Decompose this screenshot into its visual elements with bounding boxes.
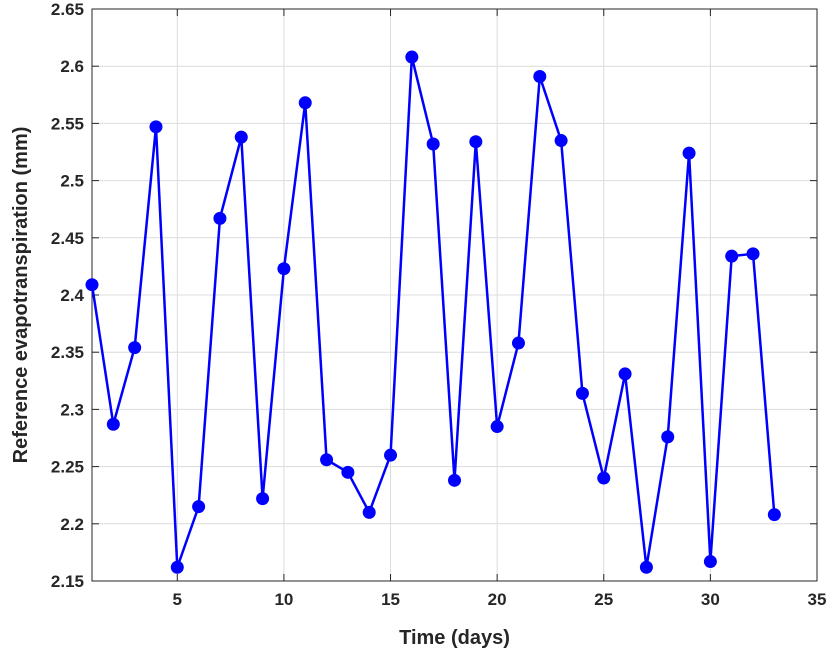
data-point (448, 473, 461, 487)
data-point (149, 120, 163, 134)
y-tick-label: 2.55 (51, 114, 84, 133)
data-point (213, 211, 227, 225)
data-point (384, 448, 398, 462)
data-point (256, 492, 270, 506)
x-tick-label: 35 (808, 590, 827, 609)
data-point (746, 247, 760, 261)
x-tick-label: 25 (594, 590, 613, 609)
y-tick-label: 2.5 (60, 172, 84, 191)
data-point (490, 420, 504, 434)
data-point (170, 560, 184, 574)
data-point (639, 560, 653, 574)
data-point (320, 453, 334, 467)
y-tick-label: 2.4 (60, 286, 84, 305)
y-tick-label: 2.6 (60, 57, 84, 76)
y-axis-ticks: 2.15 2.2 2.25 2.3 2.35 2.4 2.45 2.5 2.55 2.6 2.65 (51, 0, 817, 591)
y-tick-label: 2.65 (51, 0, 84, 19)
data-point (192, 500, 206, 514)
x-tick-label: 30 (701, 590, 720, 609)
data-point (661, 430, 675, 444)
data-point (106, 417, 120, 431)
y-tick-label: 2.45 (51, 229, 84, 248)
data-point (597, 471, 611, 485)
data-point (511, 336, 525, 350)
data-point (234, 130, 248, 144)
data-point (341, 465, 355, 479)
grid-lines (92, 9, 817, 581)
data-point (554, 134, 568, 148)
data-point (575, 386, 589, 400)
y-tick-label: 2.2 (60, 515, 84, 534)
x-tick-label: 5 (173, 590, 182, 609)
data-point (767, 508, 781, 522)
data-point (298, 96, 312, 110)
data-series (85, 50, 781, 574)
data-point (426, 137, 440, 151)
y-axis-label: Reference evapotranspiration (mm) (10, 127, 32, 464)
x-tick-label: 10 (274, 590, 293, 609)
series-line (90, 55, 776, 569)
data-point (618, 367, 632, 381)
data-point (405, 50, 419, 64)
data-point (469, 135, 483, 149)
x-tick-label: 15 (381, 590, 400, 609)
data-point (362, 505, 376, 519)
data-point (277, 262, 291, 276)
data-point (85, 278, 99, 292)
data-point (533, 69, 547, 83)
x-axis-ticks: 5 10 15 20 25 30 35 (173, 9, 827, 609)
x-axis-label: Time (days) (399, 627, 510, 649)
y-tick-label: 2.35 (51, 343, 84, 362)
y-tick-label: 2.15 (51, 572, 84, 591)
x-tick-label: 20 (488, 590, 507, 609)
data-point (703, 555, 717, 569)
data-point (682, 146, 696, 160)
data-point (725, 249, 739, 263)
data-point (128, 341, 142, 355)
y-tick-label: 2.25 (51, 458, 84, 477)
y-tick-label: 2.3 (60, 400, 84, 419)
